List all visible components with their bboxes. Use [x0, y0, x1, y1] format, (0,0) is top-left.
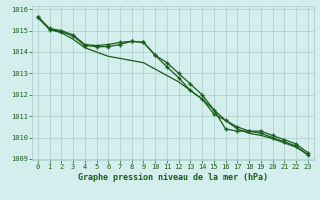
X-axis label: Graphe pression niveau de la mer (hPa): Graphe pression niveau de la mer (hPa) — [78, 173, 268, 182]
